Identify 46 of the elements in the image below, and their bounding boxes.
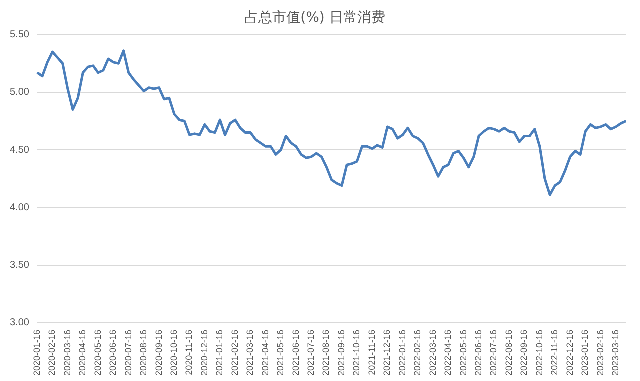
y-tick-label: 5.50 bbox=[10, 30, 30, 41]
x-tick-label: 2020-02-16 bbox=[47, 330, 58, 376]
x-tick-label: 2021-12-16 bbox=[382, 330, 392, 376]
x-tick-label: 2020-01-16 bbox=[32, 330, 42, 376]
chart-title: 占总市值(%) 日常消费 bbox=[244, 10, 386, 26]
x-tick-label: 2022-04-16 bbox=[443, 330, 454, 376]
x-tick-label: 2022-11-16 bbox=[550, 330, 560, 376]
x-tick-label: 2022-12-16 bbox=[564, 330, 575, 376]
y-tick-label: 4.50 bbox=[10, 144, 30, 156]
y-tick-label: 3.50 bbox=[10, 260, 30, 272]
x-tick-label: 2022-03-16 bbox=[428, 330, 438, 376]
x-tick-label: 2020-05-16 bbox=[92, 330, 103, 376]
x-tick-label: 2023-03-16 bbox=[610, 330, 621, 376]
x-tick-label: 2020-07-16 bbox=[123, 330, 134, 376]
x-tick-label: 2021-05-16 bbox=[276, 330, 286, 376]
x-tick-label: 2021-07-16 bbox=[306, 330, 316, 376]
x-tick-label: 2021-03-16 bbox=[245, 330, 256, 376]
x-tick-label: 2023-02-16 bbox=[595, 330, 606, 376]
x-tick-label: 2021-06-16 bbox=[290, 330, 301, 376]
x-tick-label: 2023-01-16 bbox=[580, 330, 590, 376]
x-tick-label: 2020-12-16 bbox=[199, 330, 210, 376]
y-tick-label: 3.00 bbox=[10, 318, 30, 329]
x-tick-label: 2020-08-16 bbox=[138, 330, 149, 376]
x-tick-label: 2022-01-16 bbox=[397, 330, 408, 376]
x-tick-label: 2021-08-16 bbox=[321, 330, 332, 376]
y-tick-label: 5.00 bbox=[10, 87, 30, 98]
x-tick-label: 2022-08-16 bbox=[504, 330, 514, 376]
x-tick-label: 2022-09-16 bbox=[519, 330, 530, 376]
x-tick-label: 2021-04-16 bbox=[260, 330, 270, 376]
x-tick-label: 2022-07-16 bbox=[488, 330, 499, 376]
x-tick-label: 2020-03-16 bbox=[62, 330, 72, 376]
x-tick-label: 2022-05-16 bbox=[458, 330, 468, 376]
x-tick-label: 2021-09-16 bbox=[336, 330, 346, 376]
x-tick-label: 2022-06-16 bbox=[474, 330, 484, 376]
x-tick-label: 2020-10-16 bbox=[168, 330, 179, 376]
x-tick-label: 2020-04-16 bbox=[78, 330, 88, 376]
x-tick-label: 2021-10-16 bbox=[352, 330, 362, 376]
x-tick-label: 2022-02-16 bbox=[412, 330, 423, 376]
x-tick-label: 2021-01-16 bbox=[214, 330, 225, 376]
x-tick-label: 2020-06-16 bbox=[108, 330, 118, 376]
x-tick-label: 2020-11-16 bbox=[184, 330, 194, 376]
x-tick-label: 2022-10-16 bbox=[534, 330, 544, 376]
y-tick-label: 4.00 bbox=[10, 202, 30, 214]
x-tick-label: 2021-11-16 bbox=[366, 330, 377, 376]
x-tick-label: 2020-09-16 bbox=[154, 330, 164, 376]
x-tick-label: 2021-02-16 bbox=[230, 330, 240, 376]
